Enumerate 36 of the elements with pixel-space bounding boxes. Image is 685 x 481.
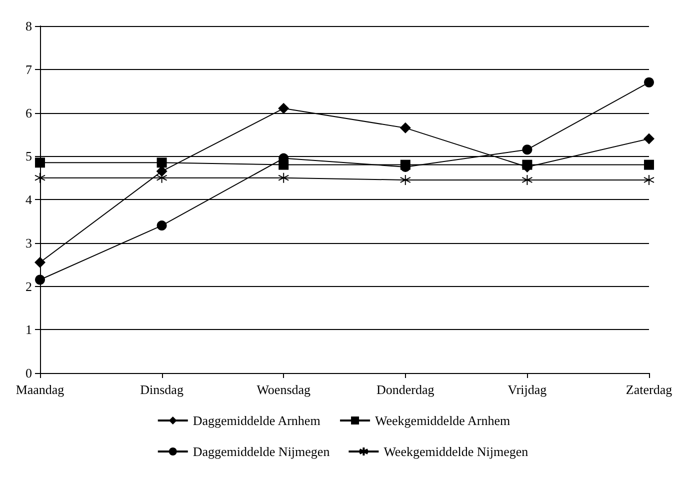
point (522, 160, 532, 170)
y-tick-label: 2 (26, 278, 32, 294)
point (644, 174, 654, 186)
y-tick-label: 5 (26, 148, 32, 164)
x-tick-label: Donderdag (376, 382, 435, 397)
point (278, 102, 290, 114)
x-tick-label: Woensdag (256, 382, 312, 397)
legend-label: Daggemiddelde Arnhem (192, 413, 320, 428)
point (35, 274, 45, 285)
point (400, 174, 411, 186)
point (156, 220, 167, 231)
point (644, 133, 654, 144)
x-tick-label: Zaterdag (626, 382, 673, 397)
point (644, 77, 654, 88)
point (156, 158, 167, 168)
point (522, 174, 533, 186)
y-tick-label: 4 (26, 192, 32, 207)
y-tick-label: 3 (26, 235, 32, 250)
y-tick-label: 8 (26, 18, 32, 34)
point (522, 144, 532, 155)
y-tick-label: 0 (26, 366, 32, 380)
x-tick-label: Vrijdag (508, 382, 548, 397)
legend-label: Weekgemiddelde Nijmegen (384, 444, 529, 459)
point (34, 172, 46, 184)
point (35, 158, 45, 168)
x-tick-label: Dinsdag (140, 382, 184, 397)
point (278, 172, 290, 184)
y-tick-label: 1 (26, 322, 32, 338)
point (644, 160, 654, 170)
point (34, 256, 46, 268)
y-tick-label: 6 (26, 105, 32, 120)
x-tick-label: Maandag (16, 382, 65, 397)
legend-label: Weekgemiddelde Arnhem (375, 413, 510, 428)
point (400, 122, 411, 134)
y-tick-label: 7 (26, 62, 32, 77)
legend-label: Daggemiddelde Nijmegen (192, 444, 330, 459)
